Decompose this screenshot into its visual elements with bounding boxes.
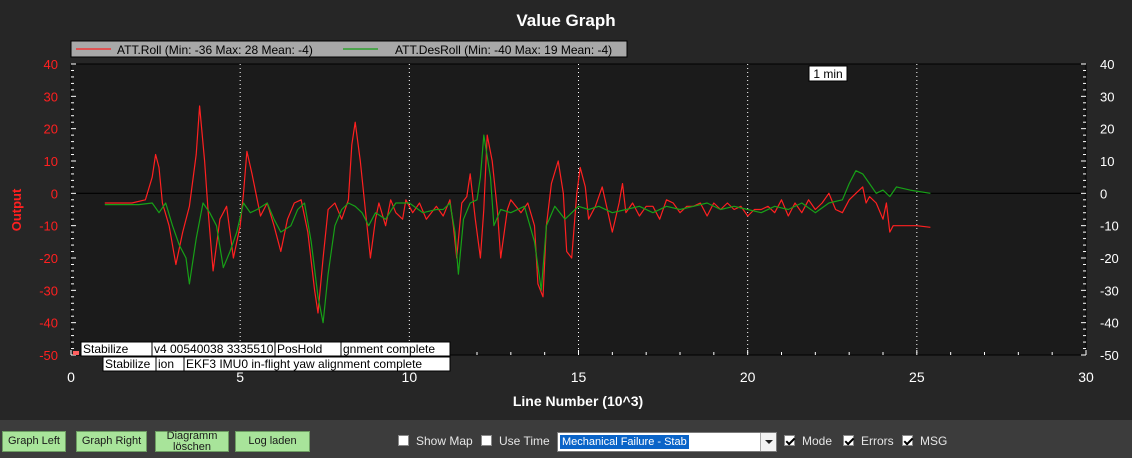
- x-tick-label: 15: [571, 369, 587, 385]
- y-right-tick-label: 30: [1100, 89, 1114, 104]
- y-left-tick-label: 30: [44, 89, 58, 104]
- diagramm-label-line2: löschen: [173, 440, 211, 453]
- event-row1-label: PosHold: [277, 342, 322, 356]
- y-right-tick-label: -30: [1100, 283, 1119, 298]
- desroll-series-line: [104, 134, 931, 324]
- event-row1-label: gnment complete: [343, 342, 435, 356]
- y-left-tick-label: 20: [44, 122, 58, 137]
- graph-right-button[interactable]: Graph Right: [76, 431, 147, 452]
- errors-label: Errors: [861, 434, 894, 448]
- mode-label: Mode: [802, 434, 833, 448]
- grid-layer: [70, 63, 1087, 356]
- y-left-tick-label: 10: [44, 154, 58, 169]
- use-time-checkbox[interactable]: [481, 435, 492, 446]
- axes-layer: Value Graph -50 -50 -40 -40 -30 -30 -20 -20 -10 -1…: [9, 11, 1119, 409]
- time-marker-box: [808, 65, 848, 82]
- x-axis-title: Line Number (10^3): [513, 393, 643, 409]
- x-tick-label: 30: [1078, 369, 1094, 385]
- msg-label: MSG: [920, 434, 948, 448]
- x-tick-label: 25: [909, 369, 925, 385]
- y-left-tick-label: 0: [51, 186, 58, 201]
- y-left-tick-label: -30: [39, 283, 58, 298]
- event-row1-label: Stabilize: [83, 342, 129, 356]
- y-left-tick-label: -40: [39, 316, 58, 331]
- graph-left-button[interactable]: Graph Left: [2, 431, 66, 452]
- event-row2-label: ion: [158, 357, 174, 371]
- event-row1-label-box: [340, 341, 451, 357]
- overlay-layer: ATT.Roll (Min: -36 Max: 28 Mean: -4) ATT.…: [70, 40, 848, 372]
- chart-title: Value Graph: [516, 11, 615, 30]
- x-tick-label: 20: [740, 369, 756, 385]
- diagramm-label-line1: Diagramm: [166, 429, 218, 442]
- y-right-tick-label: 10: [1100, 154, 1114, 169]
- y-axis-title: Output: [9, 188, 24, 231]
- mode-checkbox[interactable]: [784, 435, 795, 446]
- value-graph-chart: Value Graph -50 -50 -40 -40 -30 -30 -20 -20 -10 -1…: [9, 11, 1119, 409]
- errors-checkbox[interactable]: [843, 435, 854, 446]
- event-row1-label: v4 00540038 3335510B: [154, 342, 281, 356]
- y-right-tick-label: -10: [1100, 219, 1119, 234]
- y-left-tick-label: -10: [39, 219, 58, 234]
- y-left-tick-label: -20: [39, 251, 58, 266]
- legend-desroll-label: ATT.DesRoll (Min: -40 Max: 19 Mean: -4): [395, 43, 612, 57]
- y-right-tick-label: -20: [1100, 251, 1119, 266]
- y-right-tick-label: 40: [1100, 57, 1114, 72]
- y-left-tick-label: 40: [44, 57, 58, 72]
- y-right-tick-label: -50: [1100, 348, 1119, 363]
- roll-series-line: [104, 105, 931, 314]
- graph-panel: Value Graph -50 -50 -40 -40 -30 -30 -20 -20 -10 -1…: [0, 0, 1132, 420]
- log-laden-button[interactable]: Log laden: [235, 431, 310, 452]
- series-layer: [104, 105, 931, 324]
- chevron-down-icon[interactable]: [760, 433, 776, 451]
- y-right-tick-label: -40: [1100, 316, 1119, 331]
- mode-marker: [73, 351, 79, 355]
- legend-roll-label: ATT.Roll (Min: -36 Max: 28 Mean: -4): [117, 43, 313, 57]
- y-right-tick-label: 20: [1100, 122, 1114, 137]
- event-row2-label: Stabilize: [105, 357, 151, 371]
- plot-area: [70, 63, 1087, 356]
- diagramm-loeschen-button[interactable]: Diagramm löschen: [155, 429, 229, 453]
- x-tick-label: 0: [67, 369, 75, 385]
- show-map-label: Show Map: [416, 434, 473, 448]
- event-row2-label-box: [183, 356, 451, 372]
- x-tick-label: 10: [402, 369, 418, 385]
- y-left-tick-label: -50: [39, 348, 58, 363]
- time-marker-label: 1 min: [813, 67, 842, 81]
- show-map-checkbox[interactable]: [398, 435, 409, 446]
- msg-checkbox[interactable]: [902, 435, 913, 446]
- x-tick-label: 5: [236, 369, 244, 385]
- y-right-tick-label: 0: [1100, 186, 1107, 201]
- event-row2-label: EKF3 IMU0 in-flight yaw alignment comple…: [186, 357, 422, 371]
- use-time-label: Use Time: [499, 434, 550, 448]
- message-select[interactable]: Mechanical Failure - Stab: [557, 432, 777, 452]
- message-select-value: Mechanical Failure - Stab: [560, 435, 689, 449]
